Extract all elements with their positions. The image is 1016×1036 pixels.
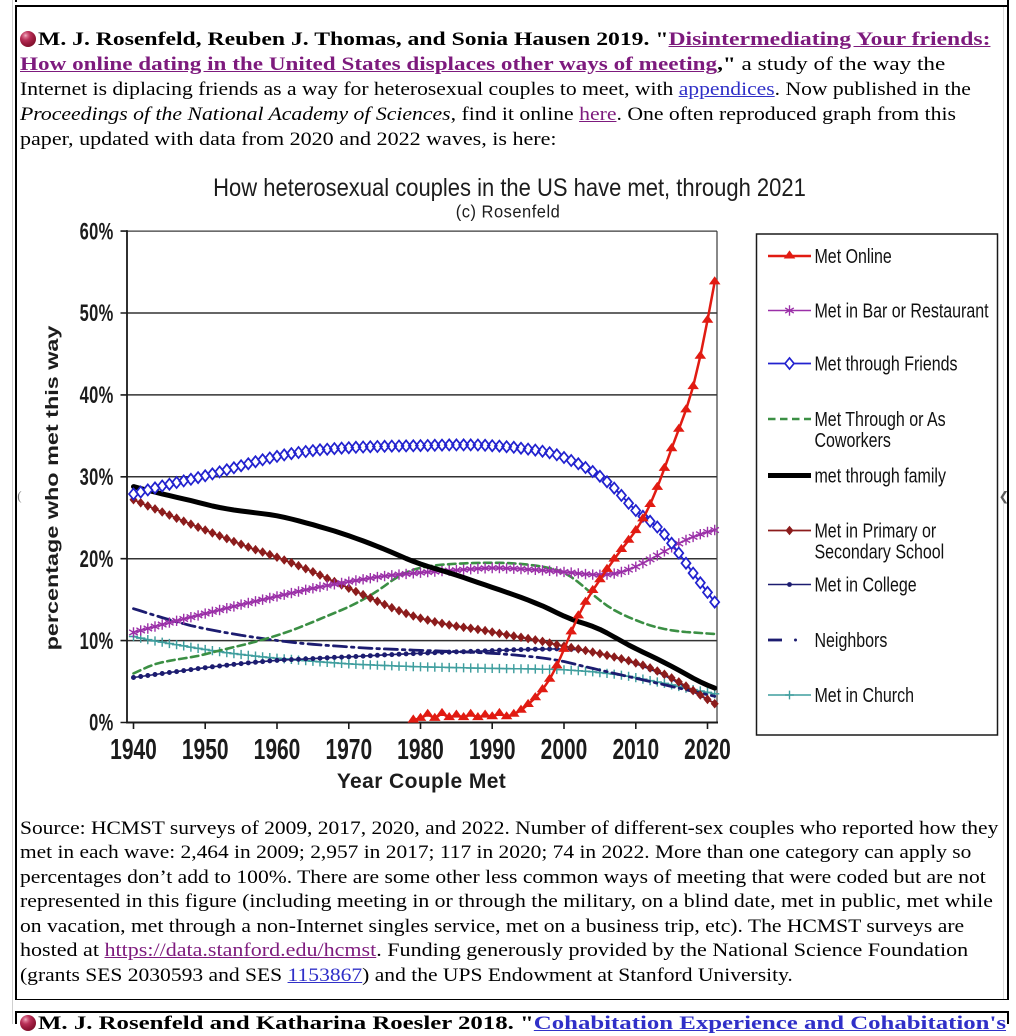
- svg-text:1970: 1970: [325, 734, 372, 766]
- svg-text:60%: 60%: [80, 218, 114, 245]
- svg-text:30%: 30%: [80, 464, 114, 491]
- svg-text:20%: 20%: [80, 546, 114, 573]
- svg-text:❮: ❮: [999, 490, 1009, 505]
- svg-text:1960: 1960: [254, 734, 301, 766]
- svg-text:Secondary School: Secondary School: [815, 540, 945, 563]
- svg-text:Met in Primary or: Met in Primary or: [815, 519, 937, 542]
- svg-text:Met through Friends: Met through Friends: [815, 352, 958, 375]
- svg-text:(c) Rosenfeld: (c) Rosenfeld: [456, 202, 561, 221]
- svg-text:Met in College: Met in College: [815, 573, 917, 596]
- svg-text:Neighbors: Neighbors: [815, 628, 888, 651]
- svg-text:percentage who met this way: percentage who met this way: [42, 325, 62, 650]
- svg-text:50%: 50%: [80, 300, 114, 327]
- svg-text:(: (: [17, 488, 21, 503]
- svg-text:2000: 2000: [541, 734, 588, 766]
- svg-text:10%: 10%: [80, 628, 114, 655]
- svg-text:Met in Church: Met in Church: [815, 683, 914, 706]
- svg-text:1950: 1950: [182, 734, 229, 766]
- svg-text:Met Online: Met Online: [815, 244, 892, 267]
- svg-text:2010: 2010: [612, 734, 659, 766]
- svg-text:1980: 1980: [397, 734, 444, 766]
- svg-text:1990: 1990: [469, 734, 516, 766]
- svg-text:0%: 0%: [89, 710, 114, 737]
- svg-text:40%: 40%: [80, 382, 114, 409]
- svg-text:Year Couple Met: Year Couple Met: [337, 770, 506, 793]
- svg-text:Coworkers: Coworkers: [815, 428, 891, 451]
- svg-text:Met Through or As: Met Through or As: [815, 407, 946, 430]
- svg-text:met through family: met through family: [815, 464, 947, 487]
- svg-text:How heterosexual couples in th: How heterosexual couples in the US have …: [213, 175, 806, 203]
- svg-text:2020: 2020: [684, 734, 731, 766]
- svg-text:1940: 1940: [110, 734, 157, 766]
- svg-text:Met in Bar or Restaurant: Met in Bar or Restaurant: [815, 299, 989, 322]
